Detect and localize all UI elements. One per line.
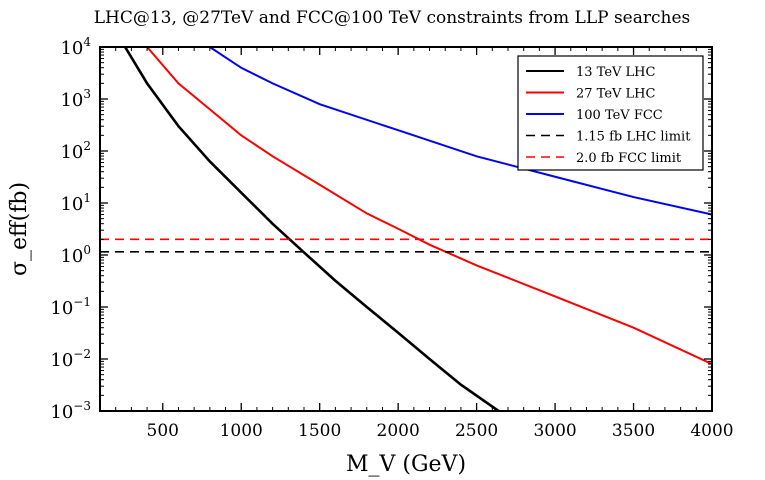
legend-label: 13 TeV LHC [576,65,656,80]
y-tick-label: 10−1 [50,295,91,319]
plot-frame [99,46,713,412]
y-tick-label: 104 [60,35,91,59]
x-tick-label: 1000 [220,421,263,441]
x-axis-label: M_V (GeV) [346,452,466,477]
series-line-100-tev-fcc [209,47,712,216]
legend-label: 27 TeV LHC [576,87,656,102]
x-tick-label: 3500 [612,421,655,441]
y-tick-label: 10−3 [50,399,91,423]
x-tick-label: 3000 [533,421,576,441]
y-tick-label: 103 [60,87,91,111]
x-tick-label: 1500 [298,421,341,441]
x-tick-label: 2000 [377,421,420,441]
x-tick-label: 4000 [690,421,733,441]
legend-label: 100 TeV FCC [576,108,663,123]
series-group [100,47,712,411]
x-tick-label: 500 [147,421,179,441]
series-line-27-tev-lhc [146,47,712,365]
legend-label: 1.15 fb LHC limit [576,130,691,145]
y-tick-label: 102 [60,139,91,163]
y-tick-label: 101 [60,191,91,215]
y-tick-label: 100 [60,243,91,267]
plot-layer: 500 1000 1500 2000 2500 3000 3500 4000 10−3 10−2 1… [7,35,734,477]
x-tick-label: 2500 [455,421,498,441]
y-tick-label: 10−2 [50,347,91,371]
legend-label: 2.0 fb FCC limit [576,151,682,166]
chart-title: LHC@13, @27TeV and FCC@100 TeV constrain… [94,8,691,28]
y-axis-label: σ_eff(fb) [7,182,32,276]
